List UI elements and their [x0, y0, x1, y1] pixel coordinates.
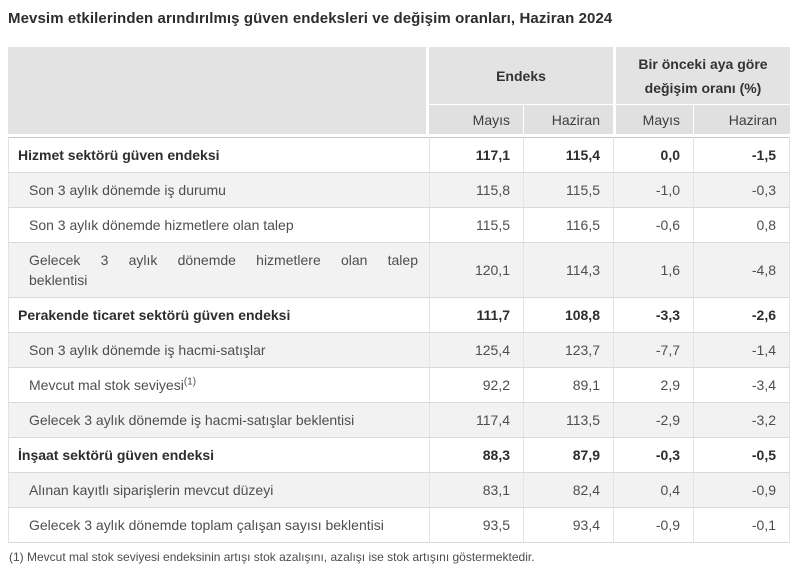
value-cell: 89,1 — [523, 367, 613, 402]
value-cell: 0,0 — [613, 137, 693, 172]
corner-header-cell — [8, 47, 429, 137]
value-cell: 114,3 — [523, 242, 613, 297]
value-cell: 1,6 — [613, 242, 693, 297]
table-row: Son 3 aylık dönemde iş durumu 115,8 115,5-… — [8, 172, 790, 207]
row-label: Mevcut mal stok seviyesi(1) — [8, 367, 429, 402]
row-label: Gelecek 3 aylık dönemde toplam çalışan s… — [8, 507, 429, 543]
confidence-index-table: Endeks Bir önceki aya göre değişim oranı… — [8, 47, 790, 543]
value-cell: 108,8 — [523, 297, 613, 332]
value-cell: 82,4 — [523, 472, 613, 507]
value-cell: 125,4 — [429, 332, 523, 367]
table-row: Son 3 aylık dönemde hizmetlere olan tale… — [8, 207, 790, 242]
value-cell: -0,5 — [693, 437, 790, 472]
value-cell: 83,1 — [429, 472, 523, 507]
value-cell: -1,4 — [693, 332, 790, 367]
subheader-degisim-haziran: Haziran — [693, 104, 790, 137]
footnote-marker: (1) — [183, 376, 197, 388]
value-cell: -2,9 — [613, 402, 693, 437]
value-cell: 117,4 — [429, 402, 523, 437]
value-cell: -1,0 — [613, 172, 693, 207]
table-row: Gelecek 3 aylık dönemde hizmetlere olan … — [8, 242, 790, 297]
value-cell: -0,3 — [693, 172, 790, 207]
value-cell: 116,5 — [523, 207, 613, 242]
table-row: Gelecek 3 aylık dönemde toplam çalışan s… — [8, 507, 790, 543]
value-cell: 120,1 — [429, 242, 523, 297]
subheader-degisim-mayis: Mayıs — [613, 104, 693, 137]
value-cell: 115,5 — [523, 172, 613, 207]
row-label: İnşaat sektörü güven endeksi — [8, 437, 429, 472]
table-row: Gelecek 3 aylık dönemde iş hacmi-satışla… — [8, 402, 790, 437]
value-cell: -7,7 — [613, 332, 693, 367]
row-label: Hizmet sektörü güven endeksi — [8, 137, 429, 172]
value-cell: 115,8 — [429, 172, 523, 207]
section-row: Hizmet sektörü güven endeksi 117,1 115,4 0,… — [8, 137, 790, 172]
row-label-line: Gelecek 3 aylık dönemde hizmetlere olan … — [29, 252, 418, 268]
row-label: Perakende ticaret sektörü güven endeksi — [8, 297, 429, 332]
value-cell: 93,4 — [523, 507, 613, 543]
value-cell: 88,3 — [429, 437, 523, 472]
table-row: Mevcut mal stok seviyesi(1) 92,2 89,1 2,9 -3… — [8, 367, 790, 402]
subheader-endeks-haziran: Haziran — [523, 104, 613, 137]
value-cell: 2,9 — [613, 367, 693, 402]
column-group-row: Endeks Bir önceki aya göre değişim oranı… — [8, 47, 790, 137]
value-cell: 117,1 — [429, 137, 523, 172]
row-label: Son 3 aylık dönemde hizmetlere olan tale… — [8, 207, 429, 242]
value-cell: 0,4 — [613, 472, 693, 507]
value-cell: -0,1 — [693, 507, 790, 543]
value-cell: 123,7 — [523, 332, 613, 367]
value-cell: -0,9 — [693, 472, 790, 507]
footnote: (1) Mevcut mal stok seviyesi endeksinin … — [9, 550, 535, 564]
table-header: Endeks Bir önceki aya göre değişim oranı… — [8, 47, 790, 137]
column-group-change-rate: Bir önceki aya göre değişim oranı (%) — [613, 47, 790, 104]
page-title: Mevsim etkilerinden arındırılmış güven e… — [8, 10, 613, 27]
value-cell: 111,7 — [429, 297, 523, 332]
row-label: Son 3 aylık dönemde iş durumu — [8, 172, 429, 207]
row-label: Gelecek 3 aylık dönemde hizmetlere olan … — [8, 242, 429, 297]
table-row: Son 3 aylık dönemde iş hacmi-satışlar 125… — [8, 332, 790, 367]
value-cell: -3,2 — [693, 402, 790, 437]
value-cell: -3,4 — [693, 367, 790, 402]
value-cell: -1,5 — [693, 137, 790, 172]
value-cell: 115,5 — [429, 207, 523, 242]
value-cell: -3,3 — [613, 297, 693, 332]
table-row: Alınan kayıtlı siparişlerin mevcut düzey… — [8, 472, 790, 507]
section-row: İnşaat sektörü güven endeksi 88,3 87,9 -0,3… — [8, 437, 790, 472]
row-label: Son 3 aylık dönemde iş hacmi-satışlar — [8, 332, 429, 367]
value-cell: 93,5 — [429, 507, 523, 543]
month-subheader-row: Mayıs Haziran Mayıs Haziran — [8, 104, 790, 137]
value-cell: 113,5 — [523, 402, 613, 437]
value-cell: -2,6 — [693, 297, 790, 332]
value-cell: -4,8 — [693, 242, 790, 297]
value-cell: -0,6 — [613, 207, 693, 242]
section-row: Perakende ticaret sektörü güven endeksi 1… — [8, 297, 790, 332]
table-body: Hizmet sektörü güven endeksi 117,1 115,4 0,… — [8, 137, 790, 543]
value-cell: -0,9 — [613, 507, 693, 543]
value-cell: 87,9 — [523, 437, 613, 472]
value-cell: 115,4 — [523, 137, 613, 172]
row-label-line: beklentisi — [29, 272, 88, 288]
row-label: Gelecek 3 aylık dönemde iş hacmi-satışla… — [8, 402, 429, 437]
value-cell: -0,3 — [613, 437, 693, 472]
value-cell: 0,8 — [693, 207, 790, 242]
row-label: Alınan kayıtlı siparişlerin mevcut düzey… — [8, 472, 429, 507]
subheader-endeks-mayis: Mayıs — [429, 104, 523, 137]
column-group-endeks: Endeks — [429, 47, 613, 104]
value-cell: 92,2 — [429, 367, 523, 402]
